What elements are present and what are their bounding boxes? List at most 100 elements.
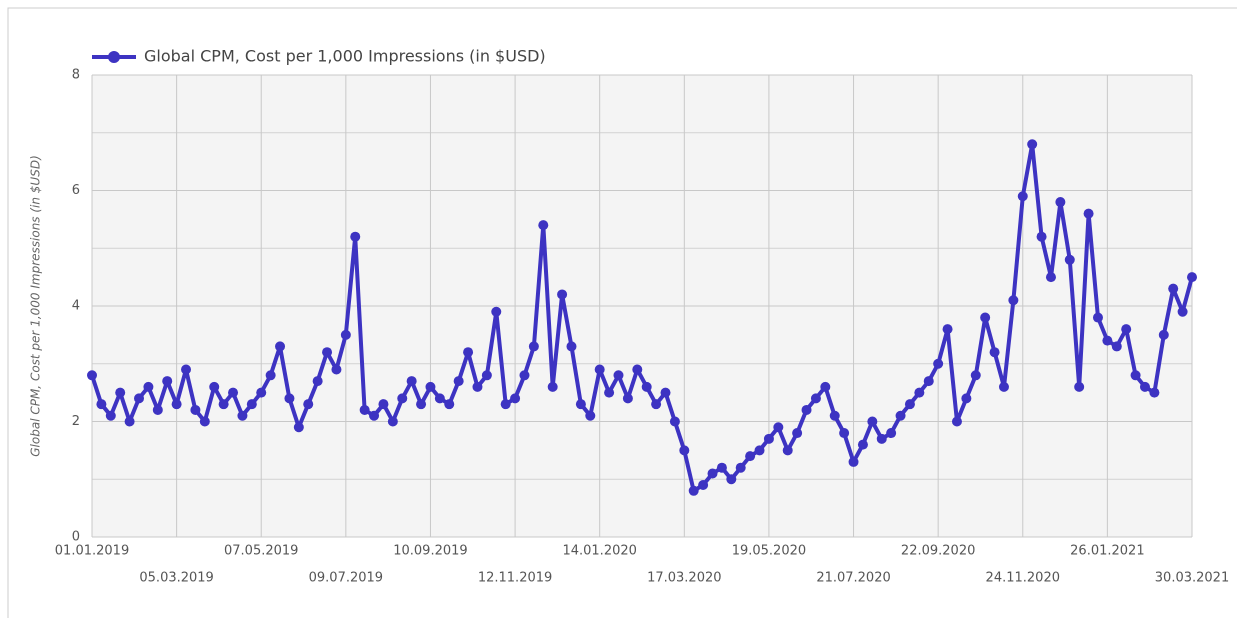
point <box>829 410 840 421</box>
point <box>246 399 257 410</box>
x-tick-label: 01.01.2019 <box>55 544 129 559</box>
point <box>444 399 455 410</box>
point <box>848 456 859 467</box>
y-tick-label: 4 <box>72 299 80 314</box>
point <box>228 387 239 398</box>
point <box>162 376 173 387</box>
point <box>622 393 633 404</box>
point <box>434 393 445 404</box>
point <box>585 410 596 421</box>
y-tick-label: 2 <box>72 414 80 429</box>
point <box>810 393 821 404</box>
y-tick-label: 0 <box>72 530 80 545</box>
point <box>980 312 991 323</box>
point <box>237 410 248 421</box>
point <box>105 410 116 421</box>
point <box>463 347 474 358</box>
point <box>152 404 163 415</box>
point <box>453 376 464 387</box>
frame <box>7 7 1237 618</box>
point <box>876 433 887 444</box>
point <box>575 399 586 410</box>
point <box>1027 139 1038 150</box>
point <box>359 404 370 415</box>
point <box>669 416 680 427</box>
point <box>679 445 690 456</box>
x-tick-label: 07.05.2019 <box>224 544 298 559</box>
point <box>387 416 398 427</box>
y-axis-label: Global CPM, Cost per 1,000 Impressions (… <box>29 155 43 457</box>
point <box>1064 254 1075 265</box>
point <box>688 485 699 496</box>
point <box>1083 208 1094 219</box>
point <box>1111 341 1122 352</box>
point <box>867 416 878 427</box>
point <box>1121 324 1132 335</box>
point <box>265 370 276 381</box>
point <box>293 422 304 433</box>
point <box>1092 312 1103 323</box>
x-tick-label: 14.01.2020 <box>562 544 636 559</box>
point <box>322 347 333 358</box>
point <box>1074 381 1085 392</box>
x-tick-label: 24.11.2020 <box>986 571 1060 586</box>
point <box>218 399 229 410</box>
point <box>1017 191 1028 202</box>
point <box>115 387 126 398</box>
x-tick-label: 05.03.2019 <box>139 571 213 586</box>
point <box>942 324 953 335</box>
point <box>209 381 220 392</box>
point <box>1036 231 1047 242</box>
point <box>801 404 812 415</box>
x-tick-label: 26.01.2021 <box>1070 544 1144 559</box>
point <box>256 387 267 398</box>
point <box>124 416 135 427</box>
point <box>745 451 756 462</box>
point <box>528 341 539 352</box>
point <box>171 399 182 410</box>
point <box>698 480 709 491</box>
point <box>416 399 427 410</box>
point <box>181 364 192 375</box>
point <box>134 393 145 404</box>
point <box>820 381 831 392</box>
x-tick-label: 10.09.2019 <box>393 544 467 559</box>
point <box>350 231 361 242</box>
point <box>726 474 737 485</box>
point <box>190 404 201 415</box>
point <box>500 399 511 410</box>
point <box>989 347 1000 358</box>
point <box>547 381 558 392</box>
point <box>378 399 389 410</box>
point <box>538 220 549 231</box>
point <box>594 364 605 375</box>
point <box>557 289 568 300</box>
point <box>641 381 652 392</box>
x-tick-label: 21.07.2020 <box>816 571 890 586</box>
point <box>735 462 746 473</box>
point <box>303 399 314 410</box>
point <box>1045 272 1056 283</box>
point <box>1130 370 1141 381</box>
point <box>369 410 380 421</box>
point <box>754 445 765 456</box>
point <box>839 428 850 439</box>
point <box>510 393 521 404</box>
point <box>970 370 981 381</box>
point <box>763 433 774 444</box>
point <box>782 445 793 456</box>
point <box>1177 306 1188 317</box>
point <box>472 381 483 392</box>
point <box>886 428 897 439</box>
y-tick-label: 8 <box>72 68 80 83</box>
point <box>651 399 662 410</box>
point <box>397 393 408 404</box>
point <box>406 376 417 387</box>
point <box>1055 197 1066 208</box>
point <box>87 370 97 381</box>
point <box>613 370 624 381</box>
point <box>604 387 615 398</box>
point <box>1139 381 1150 392</box>
x-tick-label: 09.07.2019 <box>309 571 383 586</box>
point <box>1008 295 1019 306</box>
